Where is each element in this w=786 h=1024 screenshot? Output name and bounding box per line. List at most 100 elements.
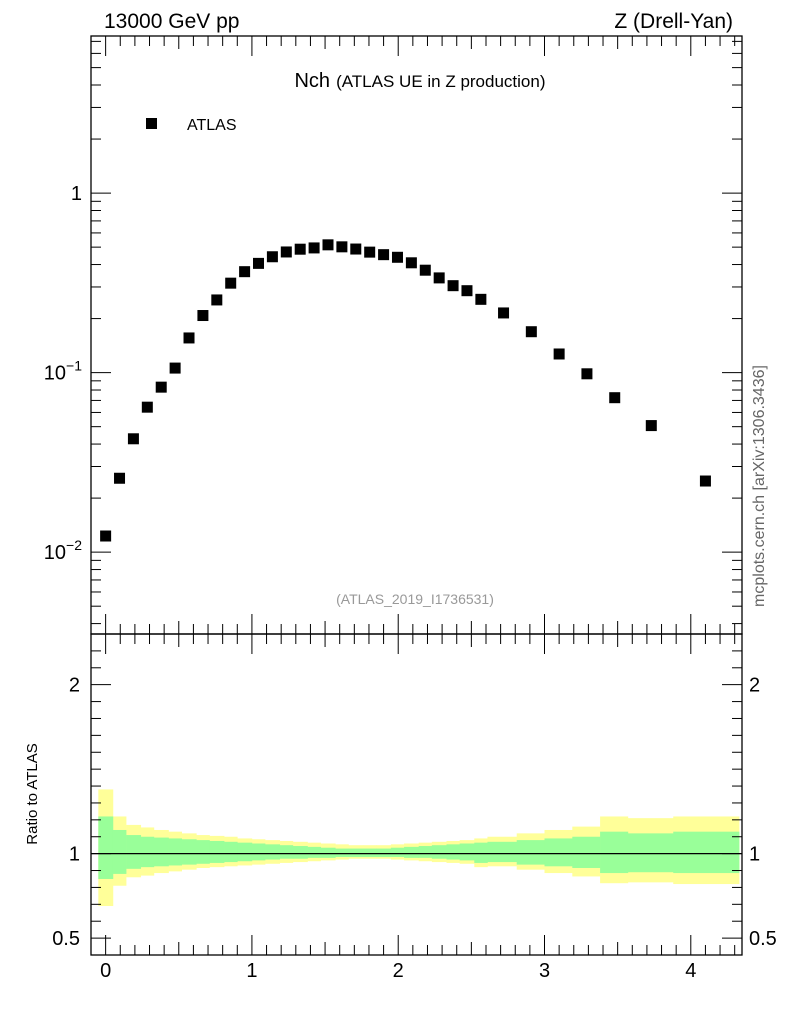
- data-point: [239, 266, 251, 278]
- main-y-ticks: [91, 40, 742, 625]
- ratio-band-bin: [140, 836, 155, 868]
- y-tick-label: 1: [71, 183, 82, 205]
- ratio-band-bin: [265, 844, 281, 860]
- ratio-band-bin: [474, 842, 488, 863]
- ratio-band-bin: [418, 846, 433, 858]
- ratio-band-bin: [98, 816, 114, 879]
- data-point: [169, 362, 181, 374]
- data-point: [525, 326, 537, 338]
- data-point: [155, 381, 167, 393]
- ratio-band-bin: [209, 840, 225, 863]
- ratio-band-bin: [307, 846, 321, 858]
- ratio-band-stat: [98, 816, 740, 879]
- ratio-band-bin: [335, 848, 349, 858]
- data-point: [699, 475, 711, 487]
- ratio-band-bin: [320, 847, 336, 858]
- y-tick-label-base: 10: [44, 363, 66, 385]
- ratio-plot-frame: [90, 633, 743, 956]
- ratio-y-tick-label-right: 1: [749, 844, 760, 866]
- data-point: [433, 272, 445, 284]
- ratio-band-bin: [181, 839, 197, 865]
- y-tick-label-base: 10: [44, 542, 66, 564]
- data-series-atlas: [100, 239, 711, 542]
- data-point: [378, 249, 390, 261]
- ratio-y-ticks: [91, 633, 742, 956]
- ratio-band-bin: [196, 840, 210, 864]
- plot-title-sub: (ATLAS UE in Z production): [336, 72, 545, 91]
- ratio-band-bin: [348, 848, 364, 858]
- ratio-band-bin: [279, 845, 294, 859]
- ratio-y-tick-label-right: 2: [749, 675, 760, 697]
- x-tick-label: 2: [393, 960, 404, 982]
- ratio-band-bin: [459, 843, 475, 861]
- ratio-ylabel: Ratio to ATLAS: [24, 743, 41, 844]
- data-point: [498, 307, 510, 319]
- data-point: [253, 257, 265, 269]
- data-point: [405, 257, 417, 269]
- data-point: [211, 294, 223, 306]
- ratio-band-bin: [600, 831, 629, 874]
- ratio-y-tick-label-left: 0.5: [52, 928, 80, 950]
- x-tick-label: 4: [685, 960, 696, 982]
- ratio-band-bin: [390, 847, 405, 858]
- data-point: [280, 246, 292, 258]
- main-x-ticks: [105, 36, 736, 634]
- data-point: [391, 251, 403, 263]
- ratio-band-bin: [446, 844, 460, 860]
- ratio-band-bin: [487, 841, 518, 863]
- ratio-plot-panel: 0 1 2 3 4 0.5 0.5 1 1 2 2: [52, 633, 777, 982]
- data-point: [336, 241, 348, 253]
- ratio-band-bin: [627, 833, 674, 873]
- ratio-y-tick-label-left: 2: [69, 675, 80, 697]
- data-point: [447, 280, 459, 292]
- ratio-band-bin: [153, 837, 169, 867]
- data-point: [322, 239, 334, 251]
- ratio-y-tick-label-right: 0.5: [749, 928, 777, 950]
- data-point: [461, 285, 473, 297]
- ratio-band-bin: [168, 838, 183, 866]
- ratio-band-bin: [376, 848, 392, 858]
- data-point: [308, 242, 320, 254]
- data-point: [419, 264, 431, 276]
- ratio-band-bin: [251, 843, 266, 861]
- x-ticks: [105, 634, 736, 955]
- data-point: [609, 392, 621, 404]
- y-tick-label-exponent: −2: [66, 537, 82, 553]
- data-point: [197, 310, 209, 322]
- ratio-band-bin: [237, 842, 253, 862]
- y-tick-label: 10−2: [44, 537, 82, 564]
- data-point: [127, 433, 139, 445]
- ratio-band-bin: [363, 848, 377, 858]
- header-left-label: 13000 GeV pp: [104, 10, 239, 33]
- data-point: [475, 293, 487, 305]
- ratio-band-bin: [126, 835, 142, 869]
- ratio-band-bin: [112, 829, 127, 874]
- data-point: [553, 348, 565, 360]
- analysis-watermark: (ATLAS_2019_I1736531): [336, 591, 494, 607]
- data-point: [225, 277, 237, 289]
- ratio-band-bin: [292, 846, 308, 859]
- x-tick-label: 1: [246, 960, 257, 982]
- y-tick-label-exponent: −1: [66, 358, 82, 374]
- ratio-band-bin: [516, 840, 545, 865]
- legend-label: ATLAS: [187, 117, 237, 134]
- data-point: [183, 332, 195, 344]
- data-point: [364, 246, 376, 258]
- side-citation-label: mcplots.cern.ch [arXiv:1306.3436]: [751, 365, 768, 607]
- ratio-y-tick-label-left: 1: [69, 844, 80, 866]
- ratio-band-bin: [404, 846, 419, 858]
- header-right-label: Z (Drell-Yan): [614, 10, 733, 33]
- data-point: [645, 420, 657, 432]
- data-point: [141, 401, 153, 413]
- data-point: [350, 243, 362, 255]
- x-tick-label: 0: [100, 960, 111, 982]
- x-tick-label: 3: [539, 960, 550, 982]
- legend-marker-square: [146, 118, 157, 129]
- ratio-band-bin: [544, 838, 573, 867]
- ratio-band-bin: [224, 841, 238, 863]
- data-point: [114, 472, 126, 484]
- ratio-band-bin: [431, 845, 447, 859]
- data-point: [294, 243, 306, 255]
